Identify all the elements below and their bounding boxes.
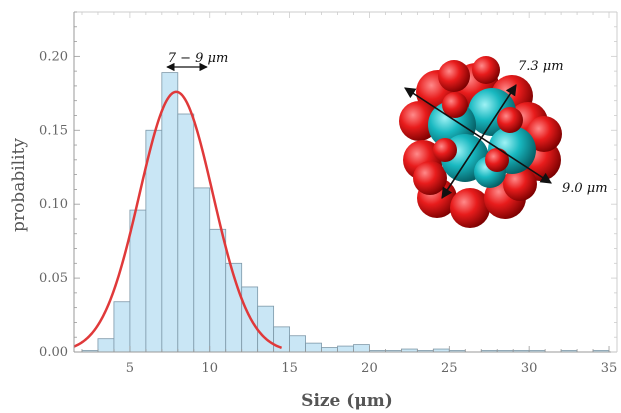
histogram-bar bbox=[257, 305, 275, 353]
histogram-bar bbox=[273, 326, 291, 353]
histogram-bar bbox=[177, 113, 195, 353]
histogram-bar bbox=[337, 345, 354, 353]
molecule-dimension-arrow-large bbox=[404, 87, 552, 184]
x-tick-label: 30 bbox=[521, 361, 538, 376]
red-atom bbox=[450, 188, 490, 228]
red-atom bbox=[438, 60, 470, 92]
histogram-bar bbox=[289, 335, 306, 353]
red-atom bbox=[472, 56, 500, 84]
x-tick-label: 25 bbox=[441, 361, 458, 376]
x-tick-label: 35 bbox=[601, 361, 618, 376]
histogram-bar bbox=[97, 338, 115, 353]
histogram-bars bbox=[81, 72, 610, 353]
red-atom bbox=[497, 107, 523, 133]
histogram-bar bbox=[145, 129, 163, 353]
y-tick-label: 0.10 bbox=[39, 197, 68, 212]
histogram-bar bbox=[161, 72, 179, 353]
y-tick-label: 0.05 bbox=[39, 271, 68, 286]
histogram-bar bbox=[353, 344, 370, 353]
y-axis-title: probability bbox=[9, 138, 29, 232]
histogram-bar bbox=[193, 187, 211, 353]
red-atom bbox=[485, 148, 509, 172]
histogram-bar bbox=[321, 347, 338, 353]
y-axis-ticks: 0.00 0.05 0.10 0.15 0.20 bbox=[39, 11, 617, 360]
peak-range-label: 7 − 9 μm bbox=[168, 51, 229, 66]
molecule-dimension-label-large: 9.0 μm bbox=[562, 181, 608, 196]
y-tick-label: 0.20 bbox=[39, 49, 68, 64]
histogram-bar bbox=[305, 342, 322, 353]
histogram-bar bbox=[241, 286, 259, 353]
x-axis-ticks: 5 10 15 20 25 30 35 bbox=[81, 12, 618, 376]
y-tick-label: 0.00 bbox=[39, 345, 68, 360]
x-tick-label: 15 bbox=[281, 361, 298, 376]
x-tick-label: 20 bbox=[361, 361, 378, 376]
histogram-bar bbox=[113, 301, 131, 353]
x-tick-label: 10 bbox=[201, 361, 218, 376]
red-atom bbox=[433, 138, 457, 162]
molecule-illustration bbox=[399, 56, 562, 228]
x-axis-title: Size (μm) bbox=[301, 391, 393, 411]
gaussian-fit-curve bbox=[73, 90, 283, 349]
molecule-dimension-label-small: 7.3 μm bbox=[518, 59, 564, 74]
histogram-bar bbox=[209, 228, 227, 353]
x-tick-label: 5 bbox=[126, 361, 134, 376]
histogram-bar bbox=[129, 209, 147, 353]
red-atom bbox=[413, 161, 447, 195]
plot-frame bbox=[73, 11, 618, 353]
y-tick-label: 0.15 bbox=[39, 123, 68, 138]
